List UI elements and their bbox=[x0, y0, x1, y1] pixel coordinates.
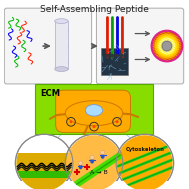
Circle shape bbox=[116, 134, 174, 189]
Ellipse shape bbox=[65, 101, 123, 126]
Circle shape bbox=[70, 120, 72, 123]
Circle shape bbox=[65, 134, 123, 189]
Circle shape bbox=[153, 32, 181, 60]
FancyBboxPatch shape bbox=[101, 48, 128, 75]
Ellipse shape bbox=[90, 159, 94, 163]
Ellipse shape bbox=[101, 154, 105, 159]
Circle shape bbox=[162, 41, 172, 51]
Circle shape bbox=[158, 37, 176, 55]
Text: Cytoskeleton: Cytoskeleton bbox=[125, 147, 164, 152]
Circle shape bbox=[93, 125, 95, 128]
Circle shape bbox=[154, 34, 179, 59]
Circle shape bbox=[110, 54, 114, 58]
Polygon shape bbox=[15, 171, 73, 178]
FancyBboxPatch shape bbox=[4, 8, 92, 84]
Polygon shape bbox=[55, 21, 68, 69]
Circle shape bbox=[156, 36, 177, 57]
FancyBboxPatch shape bbox=[35, 84, 153, 134]
Polygon shape bbox=[116, 134, 174, 189]
Text: A → B: A → B bbox=[90, 170, 108, 175]
Polygon shape bbox=[15, 153, 73, 189]
Circle shape bbox=[90, 155, 94, 160]
Circle shape bbox=[101, 150, 105, 155]
FancyBboxPatch shape bbox=[56, 90, 130, 132]
Ellipse shape bbox=[55, 19, 68, 23]
Circle shape bbox=[120, 54, 124, 58]
Circle shape bbox=[78, 161, 83, 165]
FancyBboxPatch shape bbox=[96, 8, 184, 84]
Ellipse shape bbox=[79, 164, 83, 169]
Circle shape bbox=[161, 40, 173, 52]
Circle shape bbox=[105, 54, 109, 58]
Circle shape bbox=[116, 120, 119, 123]
Text: ECM: ECM bbox=[40, 89, 60, 98]
Ellipse shape bbox=[85, 105, 103, 116]
Polygon shape bbox=[65, 134, 123, 189]
Circle shape bbox=[115, 54, 119, 58]
Ellipse shape bbox=[55, 67, 68, 71]
Circle shape bbox=[152, 31, 182, 61]
Circle shape bbox=[164, 43, 170, 49]
Circle shape bbox=[15, 134, 73, 189]
Text: Self-Assembling Peptide: Self-Assembling Peptide bbox=[40, 5, 148, 14]
